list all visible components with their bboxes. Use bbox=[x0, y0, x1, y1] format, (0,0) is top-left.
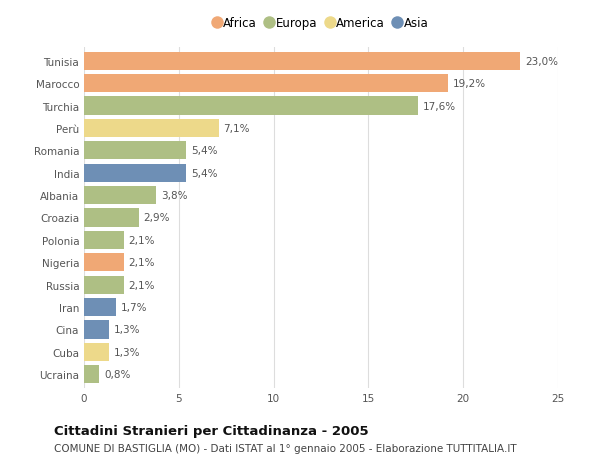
Text: 2,1%: 2,1% bbox=[128, 257, 155, 268]
Text: 7,1%: 7,1% bbox=[223, 123, 250, 134]
Text: 2,9%: 2,9% bbox=[144, 213, 170, 223]
Text: 2,1%: 2,1% bbox=[128, 235, 155, 246]
Text: 2,1%: 2,1% bbox=[128, 280, 155, 290]
Bar bbox=[84, 75, 448, 93]
Bar bbox=[84, 209, 139, 227]
Text: COMUNE DI BASTIGLIA (MO) - Dati ISTAT al 1° gennaio 2005 - Elaborazione TUTTITAL: COMUNE DI BASTIGLIA (MO) - Dati ISTAT al… bbox=[54, 443, 517, 453]
Text: Cittadini Stranieri per Cittadinanza - 2005: Cittadini Stranieri per Cittadinanza - 2… bbox=[54, 425, 368, 437]
Text: 1,7%: 1,7% bbox=[121, 302, 148, 313]
Text: 17,6%: 17,6% bbox=[422, 101, 455, 111]
Bar bbox=[84, 343, 109, 361]
Text: 0,8%: 0,8% bbox=[104, 369, 130, 380]
Bar bbox=[84, 365, 99, 384]
Bar bbox=[84, 142, 187, 160]
Bar bbox=[84, 231, 124, 250]
Text: 1,3%: 1,3% bbox=[113, 325, 140, 335]
Bar bbox=[84, 52, 520, 71]
Bar bbox=[84, 119, 218, 138]
Bar bbox=[84, 186, 156, 205]
Bar bbox=[84, 320, 109, 339]
Text: 23,0%: 23,0% bbox=[525, 56, 558, 67]
Bar bbox=[84, 97, 418, 116]
Bar bbox=[84, 298, 116, 317]
Legend: Africa, Europa, America, Asia: Africa, Europa, America, Asia bbox=[214, 17, 428, 30]
Text: 19,2%: 19,2% bbox=[453, 79, 486, 89]
Text: 1,3%: 1,3% bbox=[113, 347, 140, 357]
Text: 5,4%: 5,4% bbox=[191, 168, 218, 179]
Bar bbox=[84, 164, 187, 183]
Text: 5,4%: 5,4% bbox=[191, 146, 218, 156]
Bar bbox=[84, 253, 124, 272]
Text: 3,8%: 3,8% bbox=[161, 190, 187, 201]
Bar bbox=[84, 276, 124, 294]
